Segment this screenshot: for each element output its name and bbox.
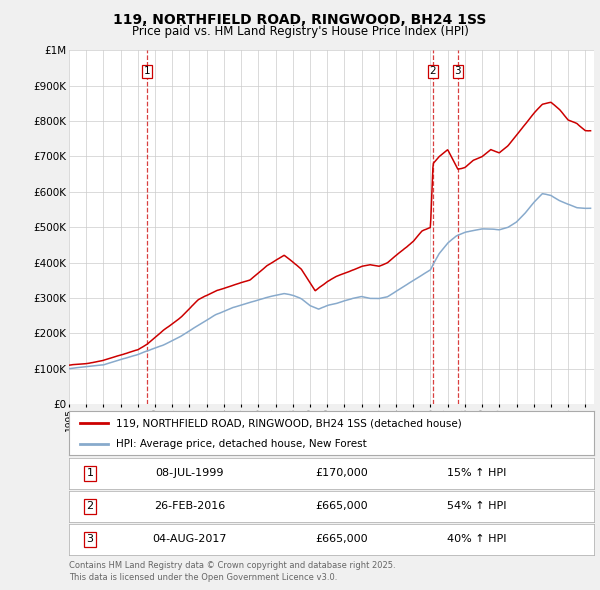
Text: 15% ↑ HPI: 15% ↑ HPI (447, 468, 506, 478)
Text: 1: 1 (86, 468, 94, 478)
Text: £665,000: £665,000 (316, 502, 368, 511)
Text: 3: 3 (86, 535, 94, 544)
Text: 40% ↑ HPI: 40% ↑ HPI (447, 535, 506, 544)
Text: Price paid vs. HM Land Registry's House Price Index (HPI): Price paid vs. HM Land Registry's House … (131, 25, 469, 38)
Text: This data is licensed under the Open Government Licence v3.0.: This data is licensed under the Open Gov… (69, 573, 337, 582)
Text: £170,000: £170,000 (316, 468, 368, 478)
Text: 2: 2 (430, 67, 436, 76)
Text: 08-JUL-1999: 08-JUL-1999 (155, 468, 224, 478)
Text: 54% ↑ HPI: 54% ↑ HPI (447, 502, 506, 511)
Text: 04-AUG-2017: 04-AUG-2017 (152, 535, 227, 544)
Text: 2: 2 (86, 502, 94, 511)
Text: 26-FEB-2016: 26-FEB-2016 (154, 502, 226, 511)
Text: HPI: Average price, detached house, New Forest: HPI: Average price, detached house, New … (116, 440, 367, 450)
Text: Contains HM Land Registry data © Crown copyright and database right 2025.: Contains HM Land Registry data © Crown c… (69, 560, 395, 569)
Text: 119, NORTHFIELD ROAD, RINGWOOD, BH24 1SS (detached house): 119, NORTHFIELD ROAD, RINGWOOD, BH24 1SS… (116, 418, 462, 428)
Text: 1: 1 (143, 67, 150, 76)
Text: £665,000: £665,000 (316, 535, 368, 544)
Text: 3: 3 (455, 67, 461, 76)
Text: 119, NORTHFIELD ROAD, RINGWOOD, BH24 1SS: 119, NORTHFIELD ROAD, RINGWOOD, BH24 1SS (113, 13, 487, 27)
